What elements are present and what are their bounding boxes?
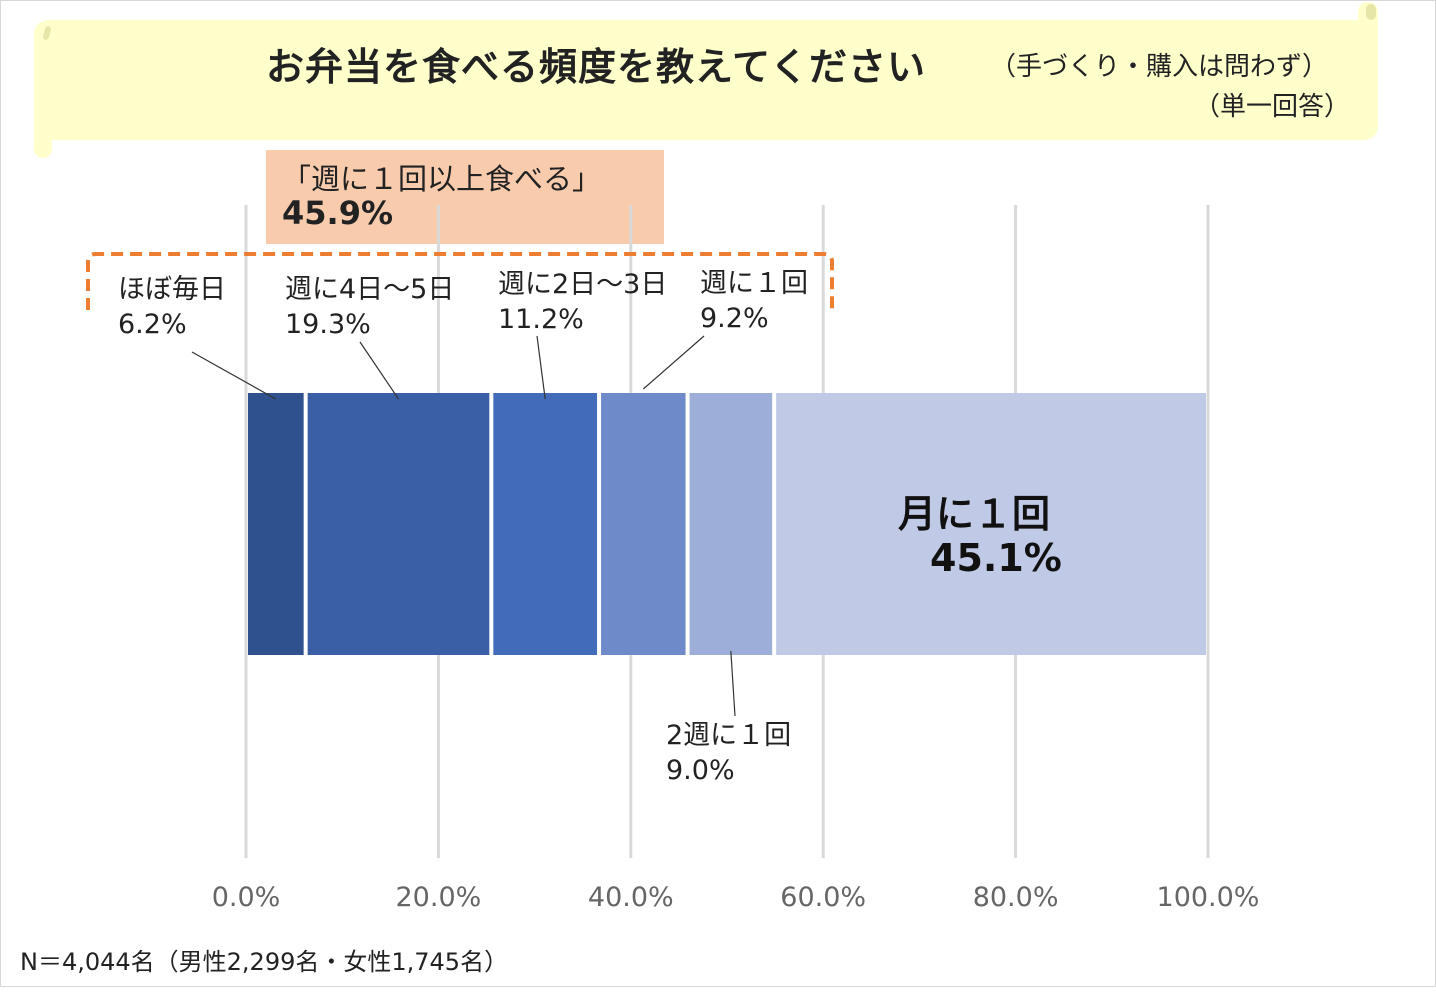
sample-size-footnote: N＝4,044名（男性2,299名・女性1,745名）	[20, 948, 509, 976]
bar-segment	[689, 393, 773, 655]
title-note-answer-type: （単一回答）	[1194, 92, 1351, 122]
segment-value: 9.2%	[700, 303, 769, 334]
segment-name: 週に１回	[700, 268, 808, 299]
summary-box	[266, 150, 664, 244]
title-banner	[34, 20, 1378, 140]
summary-label: 「週に１回以上食べる」	[282, 162, 602, 196]
chart-title: お弁当を食べる頻度を教えてください	[266, 45, 926, 89]
segment-value: 11.2%	[498, 304, 584, 335]
segment-label-2-3-days: 週に2日～3日 11.2%	[498, 267, 667, 337]
summary-value: 45.9%	[282, 194, 394, 232]
x-tick-label: 20.0%	[395, 882, 482, 913]
segment-label-biweekly: 2週に１回 9.0%	[666, 718, 791, 788]
segment-label-weekly: 週に１回 9.2%	[700, 266, 808, 336]
title-note: （手づくり・購入は問わず）	[990, 52, 1329, 82]
leader-line	[730, 650, 736, 717]
segment-value: 19.3%	[285, 309, 371, 340]
x-tick-label: 40.0%	[587, 882, 674, 913]
bar-segment	[776, 393, 1206, 655]
leader-line	[642, 335, 705, 390]
leader-line	[359, 341, 399, 400]
segment-name: 週に2日～3日	[498, 269, 668, 300]
segment-name: 2週に１回	[666, 720, 792, 751]
bar-segment	[248, 393, 304, 655]
leader-line	[536, 335, 546, 400]
segment-value: 45.1%	[930, 536, 1062, 580]
segment-label-4-5-days: 週に4日～5日 19.3%	[285, 272, 454, 342]
x-tick-label: 0.0%	[211, 882, 281, 913]
x-tick-label: 80.0%	[972, 882, 1059, 913]
bar-segment	[307, 393, 490, 655]
bar-segment	[493, 393, 598, 655]
banner-scroll-shade	[1366, 4, 1376, 20]
segment-name: ほぼ毎日	[118, 274, 226, 305]
segment-value: 9.0%	[666, 755, 735, 786]
bar-segment	[601, 393, 686, 655]
segment-name: 月に１回	[898, 492, 1051, 536]
weekly-bracket	[86, 252, 834, 310]
leader-line	[191, 351, 277, 400]
banner-scroll-curl	[34, 132, 52, 158]
x-tick-label: 60.0%	[780, 882, 867, 913]
x-tick-label: 100.0%	[1156, 882, 1260, 913]
segment-label-daily: ほぼ毎日 6.2%	[118, 272, 226, 342]
segment-name: 週に4日～5日	[285, 274, 455, 305]
segment-label-monthly: 月に１回 45.1%	[898, 492, 1062, 580]
segment-value: 6.2%	[118, 309, 187, 340]
